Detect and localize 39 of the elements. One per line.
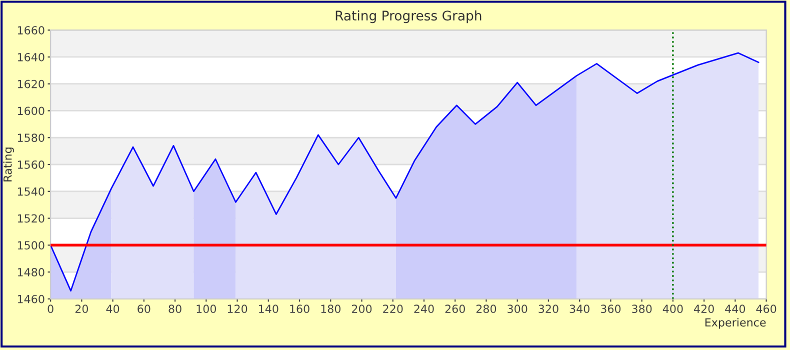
y-tick-label: 1560 — [18, 160, 44, 169]
y-tick-label: 1600 — [18, 106, 44, 116]
x-tick-label: 340 — [570, 304, 590, 314]
y-tick-label: 1620 — [18, 80, 44, 88]
y-tick-label: 1640 — [18, 52, 44, 62]
x-tick-label: 260 — [445, 304, 465, 314]
x-tick-label: 440 — [725, 304, 746, 314]
x-tick-label: 40 — [106, 304, 120, 314]
x-axis-title: Experience — [705, 318, 766, 329]
x-tick-label: 280 — [476, 304, 496, 314]
x-tick-label: 420 — [694, 304, 714, 314]
y-tick-label: 1580 — [18, 134, 44, 142]
x-tick-label: 380 — [632, 304, 652, 314]
x-tick-label: 100 — [196, 304, 216, 314]
y-tick-label: 1660 — [18, 26, 44, 34]
y-tick-label: 1480 — [18, 268, 44, 276]
x-tick-label: 0 — [48, 304, 54, 314]
x-tick-label: 60 — [138, 304, 150, 314]
line-series — [50, 52, 760, 292]
y-axis-title: Rating — [3, 148, 14, 182]
x-tick-label: 360 — [600, 304, 621, 314]
x-tick-label: 220 — [383, 304, 403, 314]
x-tick-label: 80 — [168, 304, 182, 314]
y-tick-label: 1460 — [18, 294, 44, 304]
x-tick-label: 180 — [321, 304, 340, 314]
y-tick-label: 1500 — [18, 241, 44, 250]
x-tick-label: 120 — [228, 304, 248, 314]
x-tick-label: 460 — [756, 304, 776, 314]
x-tick-label: 160 — [290, 304, 310, 314]
chart-title: Rating Progress Graph — [336, 10, 482, 24]
x-tick-label: 320 — [538, 304, 558, 314]
x-tick-label: 300 — [508, 304, 528, 314]
y-tick-label: 1520 — [18, 214, 44, 223]
y-tick-label: 1540 — [18, 187, 44, 196]
x-tick-label: 240 — [414, 304, 434, 314]
x-tick-label: 400 — [662, 304, 683, 314]
x-tick-label: 200 — [352, 304, 372, 314]
x-tick-label: 20 — [75, 304, 88, 314]
x-tick-label: 140 — [259, 304, 278, 314]
